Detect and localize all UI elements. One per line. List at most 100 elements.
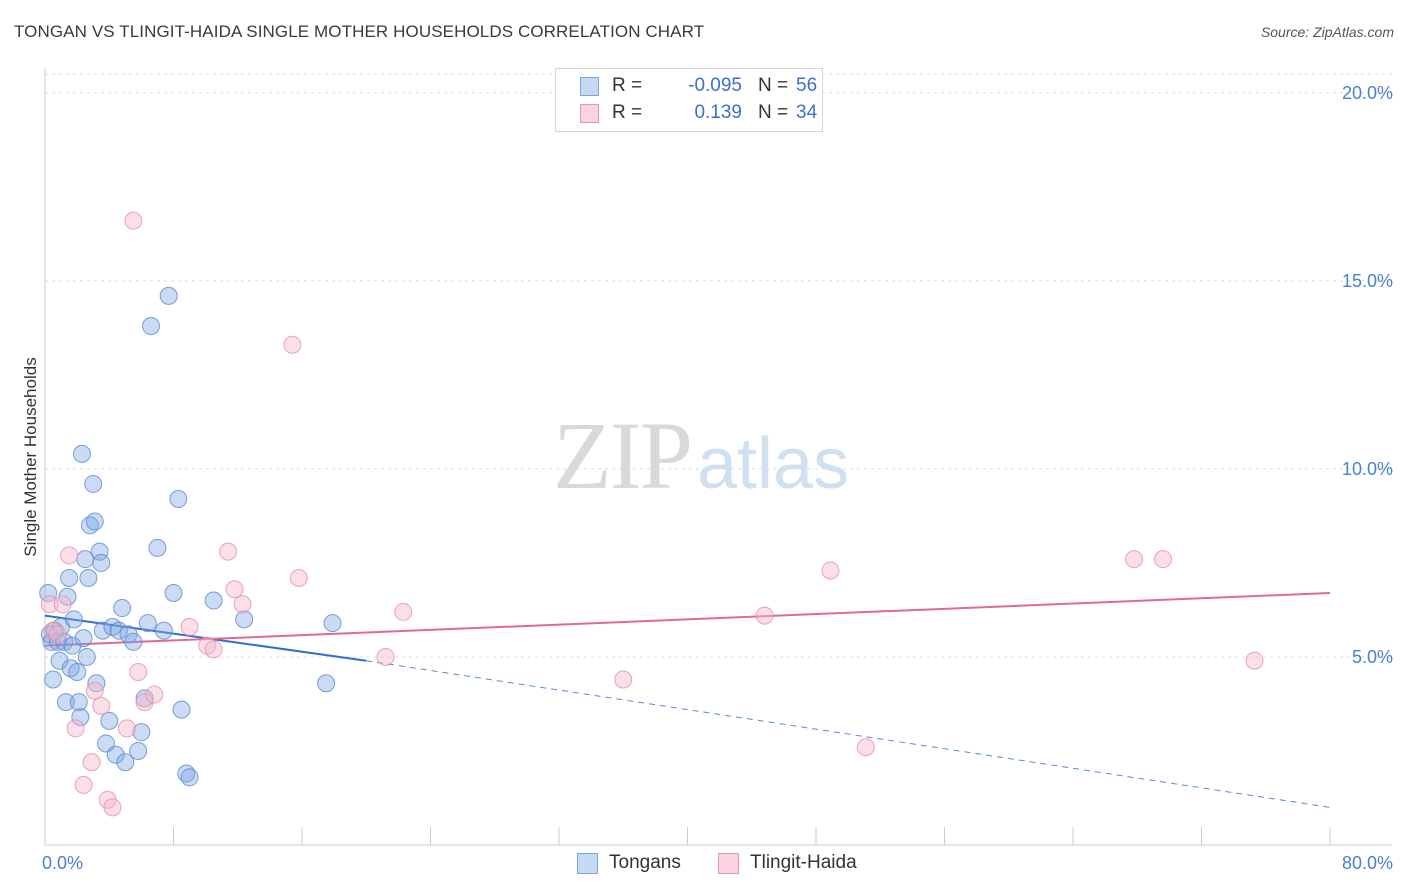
- tlingit-haida-point: [135, 693, 154, 712]
- y-tick-label: 10.0%: [1342, 459, 1393, 479]
- tongans-point: [109, 621, 128, 640]
- tongans-point: [106, 745, 125, 764]
- tongans-point: [77, 647, 96, 666]
- tongans-point: [50, 651, 69, 670]
- legend-r-value: -0.095: [688, 75, 742, 96]
- tongans-point: [159, 286, 178, 305]
- y-axis-label: Single Mother Households: [21, 357, 40, 556]
- tongans-point: [132, 723, 151, 742]
- tongans-point: [148, 538, 167, 557]
- tlingit-haida-point: [376, 647, 395, 666]
- tongans-point: [323, 614, 342, 633]
- tongans-point: [71, 708, 90, 727]
- legend-r-label: R =: [612, 75, 643, 96]
- tongans-point: [169, 489, 188, 508]
- data-points: [39, 211, 1264, 817]
- gridlines: [45, 73, 1392, 658]
- tongans-point: [172, 700, 191, 719]
- tongans-point: [317, 674, 336, 693]
- axes: [44, 68, 1392, 846]
- tongans-point: [180, 768, 199, 787]
- series-swatch-tongans: [577, 853, 598, 874]
- tongans-point: [142, 316, 161, 335]
- tlingit-haida-point: [755, 606, 774, 625]
- tongans-point: [69, 693, 88, 712]
- tlingit-haida-point: [124, 211, 143, 230]
- legend-n-label: N =: [758, 75, 789, 96]
- tlingit-haida-point: [219, 542, 238, 561]
- tongans-trend-projection: [366, 660, 1331, 808]
- legend-n-value: 34: [796, 102, 818, 123]
- tongans-point: [84, 474, 103, 493]
- tongans-point: [164, 584, 183, 603]
- tongans-point: [154, 621, 173, 640]
- tongans-point: [93, 621, 112, 640]
- tongans-point: [100, 711, 119, 730]
- tlingit-haida-point: [66, 719, 85, 738]
- tlingit-haida-point: [53, 595, 72, 614]
- correlation-legend: R = -0.095 N = 56 R = 0.139 N = 34: [555, 68, 823, 132]
- x-tick-label: 80.0%: [1342, 853, 1393, 873]
- tlingit-haida-point: [129, 662, 148, 681]
- tlingit-haida-point: [145, 685, 164, 704]
- tlingit-haida-point: [82, 753, 101, 772]
- tlingit-haida-point: [85, 681, 104, 700]
- tongans-point: [90, 542, 109, 561]
- tlingit-haida-point: [204, 640, 223, 659]
- tlingit-haida-point: [289, 568, 308, 587]
- tongans-point: [60, 568, 79, 587]
- series-name-tongans: Tongans: [609, 852, 681, 873]
- tongans-point: [68, 662, 87, 681]
- series-name-tlingit-haida: Tlingit-Haida: [750, 852, 857, 873]
- tongans-point: [113, 599, 132, 618]
- tongans-point: [79, 568, 98, 587]
- tongans-point: [116, 753, 135, 772]
- tlingit-haida-point: [614, 670, 633, 689]
- tongans-point: [138, 614, 157, 633]
- tongans-point: [63, 636, 82, 655]
- tongans-point: [124, 632, 143, 651]
- tongans-point: [39, 584, 58, 603]
- tlingit-haida-point: [48, 625, 67, 644]
- tlingit-haida-point: [60, 546, 79, 565]
- tlingit-haida-point: [856, 738, 875, 757]
- series-swatch-tlingit-haida: [718, 853, 739, 874]
- tongans-point: [44, 670, 63, 689]
- tlingit-haida-point: [1153, 550, 1172, 569]
- legend-r-value: 0.139: [694, 102, 742, 123]
- tlingit-haida-point: [92, 696, 111, 715]
- tlingit-haida-point: [117, 719, 136, 738]
- tongans-point: [87, 674, 106, 693]
- tlingit-haida-point: [103, 798, 122, 817]
- source-label: Source: ZipAtlas.com: [1260, 24, 1394, 40]
- tongans-point: [74, 629, 93, 648]
- tlingit-haida-point: [40, 595, 59, 614]
- tick-labels: 5.0% 10.0% 15.0% 20.0% 0.0% 80.0%: [42, 83, 1393, 873]
- x-tick-label: 0.0%: [42, 853, 83, 873]
- tongans-point: [85, 512, 104, 531]
- tlingit-haida-point: [225, 580, 244, 599]
- tongans-point: [42, 632, 61, 651]
- tongans-point: [64, 610, 83, 629]
- watermark-atlas: atlas: [697, 424, 850, 504]
- tlingit-haida-point: [233, 595, 252, 614]
- tlingit-haida-trend-line: [44, 592, 1331, 647]
- chart-title: TONGAN VS TLINGIT-HAIDA SINGLE MOTHER HO…: [14, 22, 705, 41]
- legend-swatch-tlingit-haida: [580, 104, 599, 123]
- tlingit-haida-point: [1245, 651, 1264, 670]
- y-tick-label: 15.0%: [1342, 271, 1393, 291]
- tongans-point: [235, 610, 254, 629]
- legend-n-value: 56: [796, 75, 818, 96]
- tongans-point: [92, 553, 111, 572]
- y-tick-label: 20.0%: [1342, 83, 1393, 103]
- tongans-point: [48, 632, 67, 651]
- legend-swatch-tongans: [580, 77, 599, 96]
- watermark: ZIPatlas: [553, 400, 849, 511]
- tongans-point: [129, 741, 148, 760]
- tongans-point: [56, 693, 75, 712]
- legend-r-label: R =: [612, 102, 643, 123]
- legend-n-label: N =: [758, 102, 789, 123]
- watermark-zip: ZIP: [553, 402, 693, 509]
- tlingit-haida-point: [180, 617, 199, 636]
